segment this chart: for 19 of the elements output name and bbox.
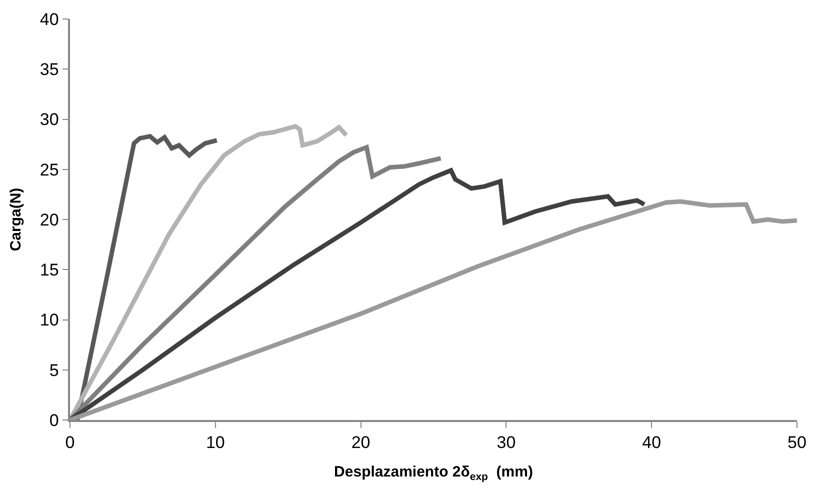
y-tick-label: 10	[40, 310, 59, 330]
y-tick-label: 40	[40, 10, 59, 29]
x-tick-label: 50	[788, 433, 806, 452]
x-tick-label: 0	[65, 433, 75, 452]
y-tick-label: 5	[49, 360, 59, 380]
line-series	[70, 168, 647, 420]
x-axis-title: Desplazamiento 2δ$_{exp}$ (mm)	[334, 464, 533, 483]
y-tick-label: 20	[40, 210, 59, 230]
x-tick-label: 10	[206, 433, 225, 452]
y-tick-label: 0	[49, 410, 59, 430]
y-tick-label: 25	[40, 160, 59, 180]
y-tick-label: 35	[40, 60, 59, 80]
y-axis-title: Carga(N)	[8, 188, 25, 252]
y-tick-label: 30	[40, 110, 59, 130]
x-tick-label: 20	[351, 433, 370, 452]
y-tick-label: 15	[40, 260, 59, 280]
x-tick-label: 40	[642, 433, 662, 452]
x-tick-label: 30	[496, 433, 516, 452]
line-series	[75, 134, 220, 420]
